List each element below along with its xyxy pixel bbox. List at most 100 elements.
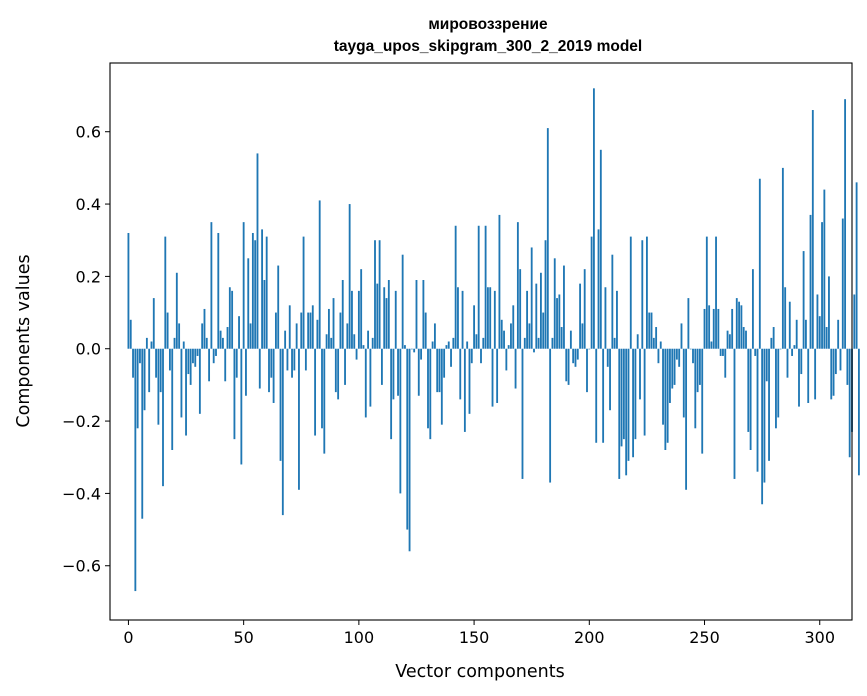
bar <box>302 236 305 349</box>
bar <box>493 290 496 349</box>
bar <box>360 269 363 349</box>
bar <box>821 222 823 349</box>
bar <box>701 348 704 454</box>
bar <box>279 348 282 461</box>
bar <box>383 287 386 349</box>
bar <box>364 348 367 418</box>
bar <box>247 258 250 349</box>
bar <box>378 240 381 349</box>
bar <box>385 298 388 349</box>
bar <box>505 348 508 371</box>
bar <box>689 348 692 350</box>
bar <box>818 316 821 349</box>
y-axis-label: Components values <box>14 254 34 427</box>
bar <box>622 348 625 440</box>
bar <box>470 348 473 364</box>
bar <box>157 348 160 425</box>
bar <box>452 337 455 349</box>
bar <box>747 348 750 432</box>
bar <box>556 298 558 349</box>
bar <box>632 348 635 458</box>
bar <box>332 298 335 349</box>
bar <box>394 290 397 349</box>
bar <box>521 348 524 479</box>
bar <box>238 316 240 349</box>
bar <box>768 348 770 461</box>
bar <box>477 225 480 349</box>
bar <box>546 128 549 349</box>
y-tick-label: 0.0 <box>76 340 101 359</box>
bar <box>454 225 457 349</box>
bar <box>763 348 766 483</box>
bar <box>178 323 181 349</box>
bar <box>542 312 545 349</box>
bar <box>645 236 648 349</box>
y-tick-label: −0.6 <box>62 557 101 576</box>
bar <box>786 348 789 378</box>
bar <box>397 348 399 396</box>
bar <box>558 294 561 349</box>
bar <box>192 348 194 364</box>
bar <box>417 348 420 396</box>
bar <box>535 283 538 349</box>
bar <box>708 305 711 349</box>
bar <box>569 330 572 349</box>
bar <box>134 348 137 592</box>
bar <box>284 330 287 349</box>
bar <box>735 298 738 349</box>
bar <box>162 348 164 487</box>
bar <box>837 319 840 349</box>
bar <box>327 308 330 349</box>
bar <box>846 348 849 385</box>
bar <box>210 222 213 349</box>
bar <box>694 348 697 429</box>
bar <box>784 287 787 349</box>
bar <box>369 348 372 407</box>
bar <box>221 337 224 349</box>
bar <box>371 337 374 349</box>
bar <box>599 149 602 349</box>
bar <box>486 287 489 349</box>
bar <box>809 214 812 349</box>
bar <box>800 348 803 375</box>
bar <box>696 348 699 393</box>
y-axis-ticks: −0.6 −0.4 −0.2 0.0 0.2 0.4 0.6 <box>62 123 110 576</box>
bar <box>657 348 660 364</box>
bar <box>507 345 510 349</box>
bar <box>187 348 190 375</box>
bar <box>816 294 819 349</box>
bar <box>613 337 616 349</box>
bar <box>662 348 664 425</box>
bar <box>627 348 630 461</box>
bar <box>387 280 390 349</box>
bar <box>291 348 293 378</box>
bar <box>530 247 533 349</box>
bar <box>664 348 667 450</box>
bar <box>277 265 280 349</box>
bar <box>609 348 611 411</box>
bar <box>433 323 436 349</box>
bar <box>203 308 206 349</box>
bar <box>468 348 471 414</box>
bar <box>643 348 646 436</box>
bar <box>724 348 727 378</box>
bar <box>791 348 794 356</box>
bar <box>680 323 683 349</box>
bar <box>466 341 469 349</box>
bar <box>256 153 259 349</box>
bar <box>205 337 208 349</box>
bar <box>620 348 623 447</box>
bar <box>777 348 780 418</box>
bar <box>141 348 144 519</box>
bar <box>166 312 169 349</box>
bar <box>781 167 784 349</box>
bar <box>152 298 155 349</box>
bar <box>175 272 178 349</box>
bar <box>357 290 360 349</box>
bar <box>551 337 554 349</box>
bar <box>208 348 211 382</box>
bar <box>212 348 215 364</box>
bar <box>263 280 266 349</box>
bar <box>318 200 321 349</box>
bar <box>185 348 187 436</box>
